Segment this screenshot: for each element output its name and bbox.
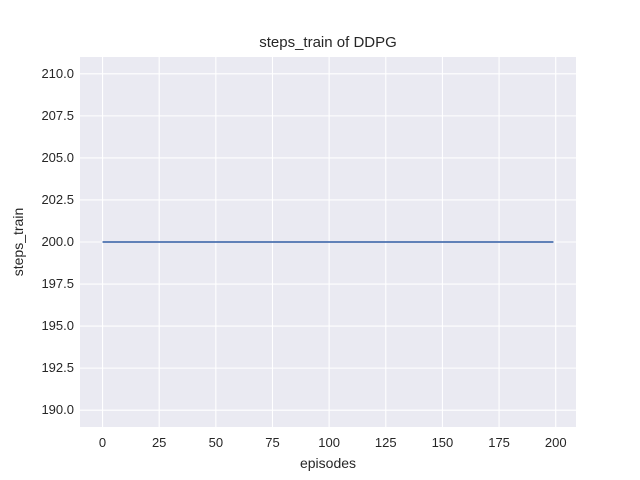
y-tick-label: 195.0 [41,318,74,334]
x-tick-label: 50 [208,435,224,450]
x-tick-label: 100 [318,435,340,450]
y-tick-label: 200.0 [41,234,74,249]
x-tick-label: 0 [98,435,107,450]
plot-area [80,57,576,427]
x-tick-label: 200 [544,435,567,450]
y-tick-label: 210.0 [41,65,74,81]
y-tick-label: 192.5 [41,360,74,376]
x-tick-label: 75 [265,435,280,450]
x-axis-label: episodes [299,455,357,471]
x-tick-label: 125 [374,435,397,450]
y-tick-label: 205.0 [41,149,74,165]
plot-canvas [80,57,576,427]
y-tick-label: 197.5 [41,276,74,292]
x-tick-label: 150 [431,435,454,450]
y-tick-label: 207.5 [41,107,74,123]
y-tick-label: 202.5 [41,191,74,207]
chart-title: steps_train of DDPG [259,34,397,51]
x-tick-label: 25 [151,435,167,450]
x-tick-label: 175 [488,435,510,450]
y-tick-label: 190.0 [41,402,74,418]
